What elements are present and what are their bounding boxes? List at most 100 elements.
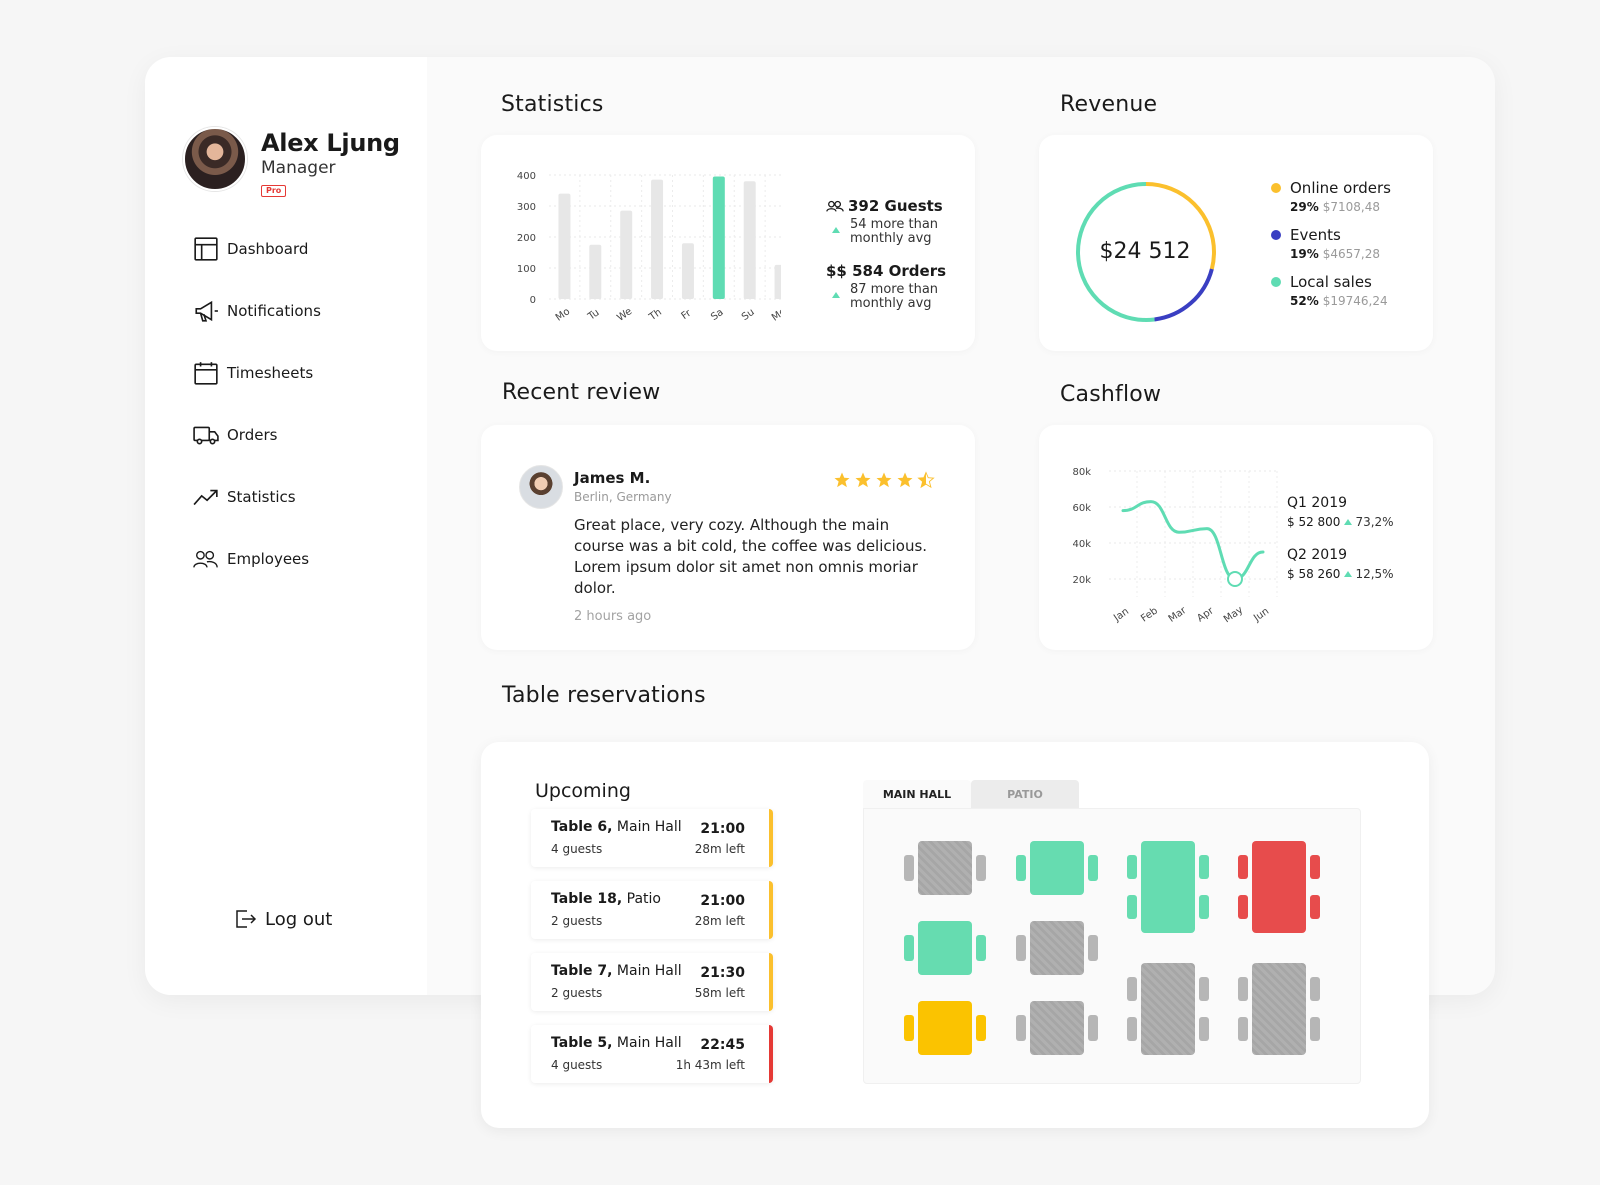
logout-button[interactable]: Log out	[233, 907, 332, 931]
reservation-table: Table 7,	[551, 963, 613, 979]
chair	[1088, 935, 1098, 961]
floor-table[interactable]	[904, 841, 986, 895]
reservation-row[interactable]: Table 7, Main Hall 2 guests 21:30 58m le…	[531, 953, 773, 1011]
x-tick-label: May	[1222, 604, 1245, 625]
table-top	[1030, 921, 1084, 975]
y-tick-label: 200	[517, 233, 536, 244]
cashflow-q2: Q2 2019 $ 58 260 12,5%	[1287, 547, 1394, 581]
reservation-time: 21:00	[700, 893, 745, 909]
chair	[1127, 895, 1137, 919]
tab-main-hall[interactable]: MAIN HALL	[863, 780, 971, 808]
bar	[743, 181, 756, 299]
quarter-change: 12,5%	[1355, 567, 1394, 581]
reviewer-name: James M.	[574, 469, 651, 487]
bar	[774, 264, 781, 299]
sidebar-item-label: Notifications	[227, 302, 321, 320]
quarter-label: Q2 2019	[1287, 547, 1348, 563]
trend-icon	[193, 489, 218, 506]
sidebar-item-label: Dashboard	[227, 240, 309, 258]
chair	[1238, 895, 1248, 919]
floor-table[interactable]	[1127, 963, 1209, 1055]
floor-table[interactable]	[1016, 921, 1098, 975]
y-tick-label: 100	[517, 264, 536, 275]
reservation-table: Table 5,	[551, 1035, 613, 1051]
bar-chart: 0 100 200 300 400 Mo Tu We Th Fr Sa Su Mo	[517, 171, 781, 324]
x-tick-label: Th	[647, 307, 664, 324]
table-top	[918, 1001, 972, 1055]
star-icon	[876, 472, 892, 488]
sidebar-item-statistics[interactable]: Statistics	[193, 483, 321, 511]
table-top	[918, 841, 972, 895]
reservation-time-left: 28m left	[694, 842, 745, 856]
quarter-change: 73,2%	[1355, 515, 1394, 529]
sidebar-item-notifications[interactable]: Notifications	[193, 297, 321, 325]
x-tick-label: We	[615, 306, 634, 324]
tab-patio[interactable]: PATIO	[971, 780, 1079, 808]
review-card: James M. Berlin, Germany Great place, ve…	[481, 425, 975, 650]
reservations-card: Upcoming Table 6, Main Hall 4 guests 21:…	[481, 742, 1429, 1128]
legend-label: Local sales	[1290, 273, 1372, 291]
floor-table[interactable]	[1238, 841, 1320, 933]
user-profile[interactable]: Alex Ljung Manager Pro	[183, 127, 400, 197]
reservation-time-left: 1h 43m left	[675, 1058, 745, 1072]
trend-up-icon	[1344, 519, 1353, 525]
floor-table[interactable]	[904, 921, 986, 975]
reservation-place: Main Hall	[616, 1035, 682, 1051]
x-tick-label: Fr	[680, 307, 695, 322]
reservation-row[interactable]: Table 18, Patio 2 guests 21:00 28m left	[531, 881, 773, 939]
table-top	[1030, 841, 1084, 895]
sidebar-item-timesheets[interactable]: Timesheets	[193, 359, 321, 387]
reservation-table: Table 6,	[551, 819, 613, 835]
legend-dot	[1271, 183, 1281, 193]
sidebar-item-label: Employees	[227, 550, 310, 568]
star-icon	[917, 471, 935, 489]
y-tick-label: 0	[530, 295, 536, 306]
sidebar-item-label: Statistics	[227, 488, 296, 506]
sidebar-item-employees[interactable]: Employees	[193, 545, 321, 573]
chair	[1238, 855, 1248, 879]
chair	[1310, 855, 1320, 879]
floor-table[interactable]	[904, 1001, 986, 1055]
y-tick-label: 300	[517, 202, 536, 213]
reservations-title: Table reservations	[502, 683, 706, 708]
reviewer-location: Berlin, Germany	[574, 490, 672, 504]
floor-table[interactable]	[1238, 963, 1320, 1055]
avatar[interactable]	[183, 127, 247, 191]
bar	[651, 179, 664, 299]
legend-amount: $4657,28	[1322, 247, 1380, 261]
x-tick-label: Apr	[1195, 605, 1216, 624]
reservation-list: Table 6, Main Hall 4 guests 21:00 28m le…	[531, 809, 773, 1097]
x-tick-label: Mar	[1167, 605, 1189, 625]
sidebar-item-dashboard[interactable]: Dashboard	[193, 235, 321, 263]
chair	[1199, 1017, 1209, 1041]
sidebar-item-orders[interactable]: Orders	[193, 421, 321, 449]
quarter-label: Q1 2019	[1287, 495, 1348, 511]
trend-up-icon	[1344, 571, 1353, 577]
y-tick-label: 40k	[1072, 539, 1091, 550]
app-window: Alex Ljung Manager Pro Dashboard Notific…	[145, 57, 1495, 995]
donut-segment	[1076, 182, 1216, 322]
y-tick-label: 20k	[1072, 575, 1091, 586]
floor-table[interactable]	[1016, 1001, 1098, 1055]
reviewer-avatar	[519, 465, 563, 509]
chair	[1238, 977, 1248, 1001]
reservation-row[interactable]: Table 6, Main Hall 4 guests 21:00 28m le…	[531, 809, 773, 867]
chair	[1016, 1015, 1026, 1041]
floor-table[interactable]	[1127, 841, 1209, 933]
chair	[1127, 977, 1137, 1001]
y-tick-label: 60k	[1072, 503, 1091, 514]
x-tick-label: Tu	[585, 307, 601, 323]
pro-badge: Pro	[261, 185, 287, 197]
calendar-icon	[194, 362, 218, 385]
star-icon	[834, 472, 850, 488]
reservation-row[interactable]: Table 5, Main Hall 4 guests 22:45 1h 43m…	[531, 1025, 773, 1083]
revenue-title: Revenue	[1060, 92, 1158, 117]
review-title: Recent review	[502, 380, 661, 405]
chair	[1310, 895, 1320, 919]
floor-table[interactable]	[1016, 841, 1098, 895]
table-top	[1252, 963, 1306, 1055]
dashboard-icon	[194, 237, 218, 261]
x-tick-label: Sa	[709, 307, 726, 323]
quarter-value: $ 58 260	[1287, 567, 1341, 581]
guests-icon	[826, 200, 844, 212]
